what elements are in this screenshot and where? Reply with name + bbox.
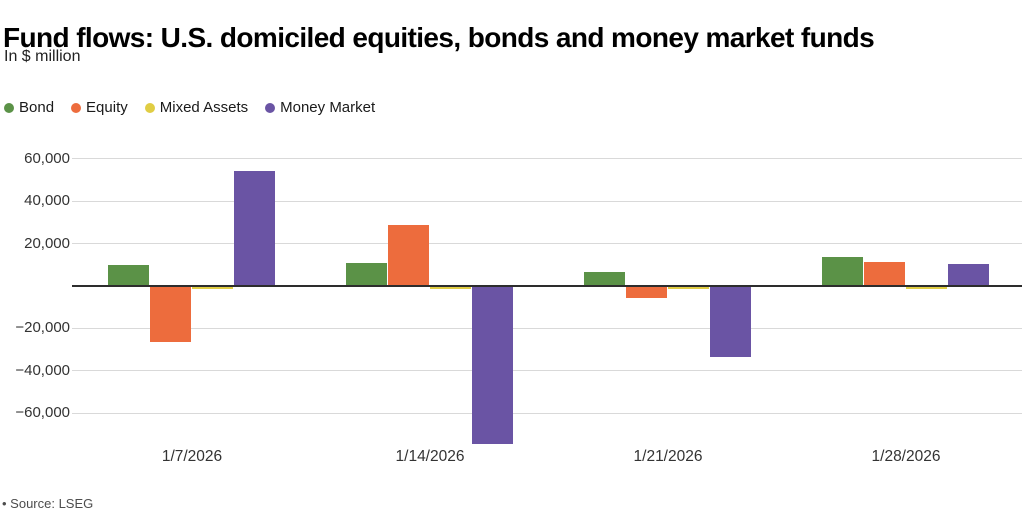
legend-label: Mixed Assets [159,99,249,116]
x-axis-tick-label: 1/21/2026 [633,448,703,465]
bar-mixed-assets [668,287,709,289]
y-axis-tick-label: −20,000 [15,319,70,337]
legend-swatch-icon [265,102,276,113]
y-axis-tick-label: 40,000 [24,192,70,210]
bar-bond [584,272,625,285]
gridline [72,243,1022,245]
gridline [72,370,1022,372]
legend-item: Equity [71,99,128,116]
x-axis-tick-label: 1/7/2026 [161,448,223,465]
gridline [72,327,1022,329]
x-axis-tick-label: 1/28/2026 [871,448,941,465]
chart-title: Fund flows: U.S. domiciled equities, bon… [3,21,875,53]
legend-label: Money Market [280,99,376,116]
legend-item: Mixed Assets [144,99,249,116]
bar-money-market [472,287,513,444]
bar-bond [346,262,387,285]
bar-equity [864,262,905,285]
legend-item: Money Market [265,99,375,116]
legend-swatch-icon [71,102,82,113]
bar-money-market [948,264,989,285]
y-axis-tick-label: 20,000 [24,234,70,252]
bar-equity [388,225,429,285]
legend-swatch-icon [4,102,14,113]
chart-legend: Bond Equity Mixed Assets Money Market [4,99,375,116]
bar-bond [108,265,149,285]
legend-label: Bond [19,99,55,116]
legend-item: Bond [4,99,54,116]
bar-equity [150,287,191,342]
bar-mixed-assets [430,287,471,289]
gridline [72,158,1022,160]
legend-swatch-icon [144,102,155,113]
y-axis-tick-label: −40,000 [15,361,70,379]
x-axis-tick-label: 1/14/2026 [395,448,465,465]
bar-equity [626,287,667,299]
gridline [72,200,1022,202]
bar-bond [822,257,863,285]
chart-subtitle: In $ million [4,48,81,65]
bar-money-market [710,287,751,357]
bar-mixed-assets [192,287,233,289]
y-axis-tick-label: 60,000 [24,149,70,167]
zero-axis-line [72,285,1022,287]
gridline [72,412,1022,414]
bar-money-market [234,170,275,285]
y-axis-tick-label: −60,000 [15,404,70,422]
bar-mixed-assets [906,287,947,289]
source-note: • Source: LSEG [2,496,94,511]
legend-label: Equity [86,99,128,116]
